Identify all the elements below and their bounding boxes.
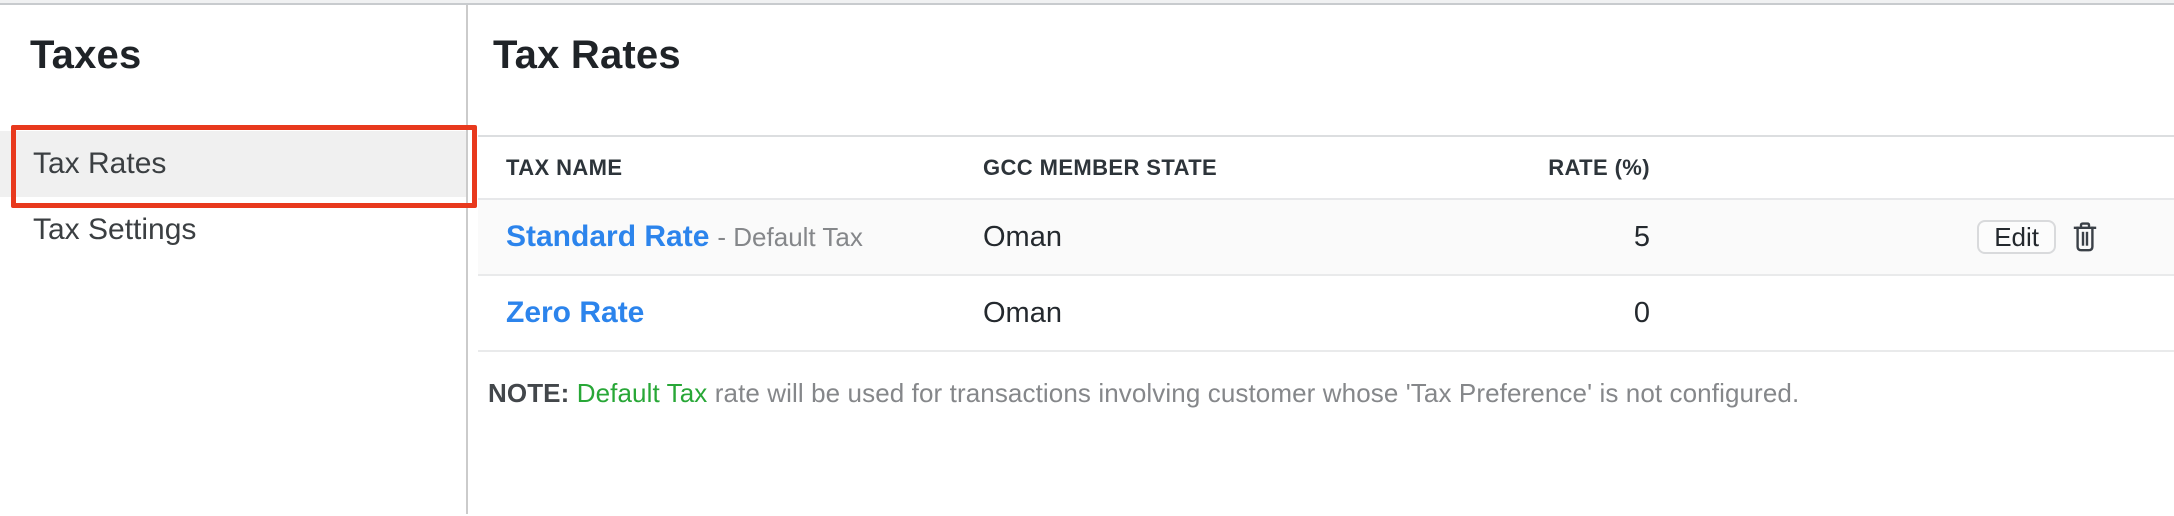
sidebar-item-tax-rates[interactable]: Tax Rates	[0, 131, 466, 197]
page-title: Tax Rates	[493, 33, 681, 77]
rate-cell: 0	[1633, 296, 1650, 329]
taxes-sidebar: Taxes Tax Rates Tax Settings	[0, 5, 468, 514]
tax-name-cell: Standard Rate - Default Tax	[478, 220, 983, 254]
note-body: rate will be used for transactions invol…	[714, 378, 1800, 408]
sidebar-item-tax-settings[interactable]: Tax Settings	[33, 213, 197, 246]
column-header-gcc-member-state: GCC MEMBER STATE	[983, 154, 1218, 180]
default-tax-highlight: Default Tax	[576, 378, 708, 408]
gcc-member-state-cell: Oman	[983, 220, 1062, 253]
tax-rates-panel: Tax Rates TAX NAME GCC MEMBER STATE RATE…	[468, 5, 2174, 514]
table-row-standard-rate: Standard Rate - Default Tax Oman 5 Edit	[478, 200, 2174, 276]
gcc-member-state-cell: Oman	[983, 296, 1062, 329]
edit-button[interactable]: Edit	[1977, 220, 2056, 254]
column-header-rate: RATE (%)	[1548, 154, 1650, 180]
default-tax-label: - Default Tax	[717, 222, 863, 252]
tax-rates-table: TAX NAME GCC MEMBER STATE RATE (%) Stand…	[478, 135, 2174, 352]
note-text: NOTE: Default Tax rate will be used for …	[478, 352, 2174, 409]
trash-icon	[2072, 222, 2098, 252]
tax-name-cell: Zero Rate	[478, 296, 983, 330]
tax-name-link[interactable]: Zero Rate	[506, 296, 645, 329]
top-border	[0, 0, 2174, 5]
row-actions: Edit	[1650, 220, 2174, 254]
sidebar-nav: Tax Rates Tax Settings	[0, 131, 466, 263]
column-header-tax-name: TAX NAME	[506, 154, 623, 180]
table-row-zero-rate: Zero Rate Oman 0	[478, 276, 2174, 352]
tax-name-link[interactable]: Standard Rate	[506, 220, 710, 253]
rate-cell: 5	[1633, 220, 1650, 253]
delete-button[interactable]	[2072, 222, 2098, 252]
note-label: NOTE:	[488, 378, 570, 408]
table-header-row: TAX NAME GCC MEMBER STATE RATE (%)	[478, 137, 2174, 200]
sidebar-title: Taxes	[30, 33, 142, 77]
settings-layout: Taxes Tax Rates Tax Settings Tax Rates T…	[0, 5, 2174, 514]
